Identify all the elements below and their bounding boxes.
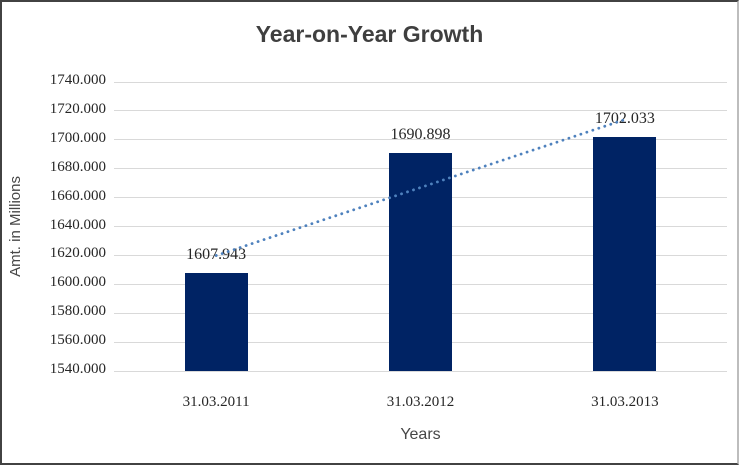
- y-tick-label: 1540.000: [49, 361, 106, 377]
- y-tick-label: 1720.000: [49, 100, 106, 117]
- y-tick-label: 1620.000: [49, 245, 106, 262]
- data-label: 1607.943: [186, 245, 247, 263]
- y-tick-label: 1700.000: [49, 129, 106, 146]
- y-tick-label: 1680.000: [49, 158, 106, 175]
- bar: [593, 136, 657, 371]
- x-tick-label: 31.03.2011: [182, 394, 250, 410]
- chart-title: Year-on-Year Growth: [255, 21, 484, 47]
- y-gridline: [114, 370, 727, 372]
- y-tick-label: 1660.000: [49, 187, 106, 204]
- y-gridline: [114, 110, 727, 112]
- data-label: 1690.898: [390, 125, 451, 143]
- x-axis-title: Years: [400, 426, 441, 443]
- y-tick-label: 1560.000: [49, 332, 106, 349]
- y-tick-label: 1740.000: [49, 72, 106, 88]
- data-label: 1702.033: [594, 109, 655, 127]
- y-gridline: [114, 81, 727, 83]
- bar: [389, 152, 452, 371]
- x-tick-label: 31.03.2013: [591, 394, 659, 410]
- y-tick-label: 1580.000: [49, 303, 106, 320]
- x-tick-label: 31.03.2012: [386, 394, 455, 410]
- y-tick-label: 1600.000: [49, 274, 106, 291]
- y-tick-label: 1640.000: [49, 216, 106, 233]
- bar: [184, 272, 248, 371]
